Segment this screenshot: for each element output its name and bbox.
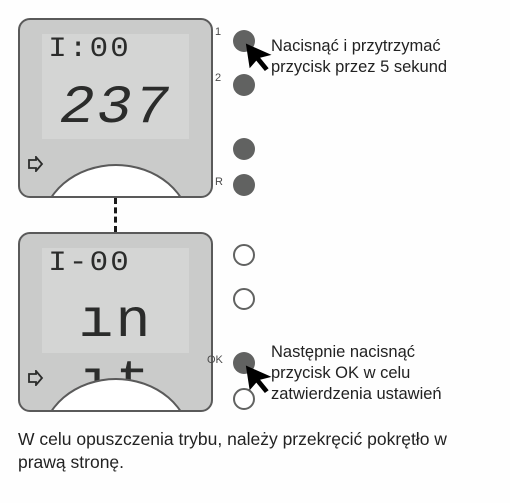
label-r: R [215,176,223,188]
footer-text: W celu opuszczenia trybu, należy przekrę… [18,428,492,474]
lcd-screen-1: I:00 237 [42,34,189,139]
panel-cutout [41,164,191,198]
cursor-pointer-icon [243,34,281,72]
step-2-row: I-00 ın ıt OK Następnie nacisnąć przycis… [18,232,492,412]
device-button-1[interactable] [233,244,255,266]
lcd-readout-small: I-00 [48,248,131,279]
button-labels-1: 1 2 R [213,18,227,198]
device-button-r[interactable] [233,174,255,196]
label-ok: OK [207,354,223,366]
lcd-screen-2: I-00 ın ıt [42,248,189,353]
step-2-caption: Następnie nacisnąć przycisk OK w celu za… [257,232,477,405]
device-button-3[interactable] [233,138,255,160]
device-button-2[interactable] [233,74,255,96]
button-labels-2: OK [213,232,227,412]
label-2: 2 [215,72,221,84]
step-1-row: I:00 237 1 2 R Nacisnąć i przytrzymać pr… [18,18,492,198]
label-1: 1 [215,26,221,38]
device-button-2[interactable] [233,288,255,310]
device-panel-1: I:00 237 [18,18,213,198]
lcd-readout-small: I:00 [48,34,131,65]
dashed-connector [18,198,213,232]
input-arrow-icon [28,370,44,386]
lcd-readout-large: 237 [36,78,195,139]
step-1-caption: Nacisnąć i przytrzymać przycisk przez 5 … [257,18,477,78]
cursor-pointer-icon [243,356,281,394]
button-column-1 [227,18,257,198]
button-column-2 [227,232,257,412]
device-panel-2: I-00 ın ıt [18,232,213,412]
input-arrow-icon [28,156,44,172]
